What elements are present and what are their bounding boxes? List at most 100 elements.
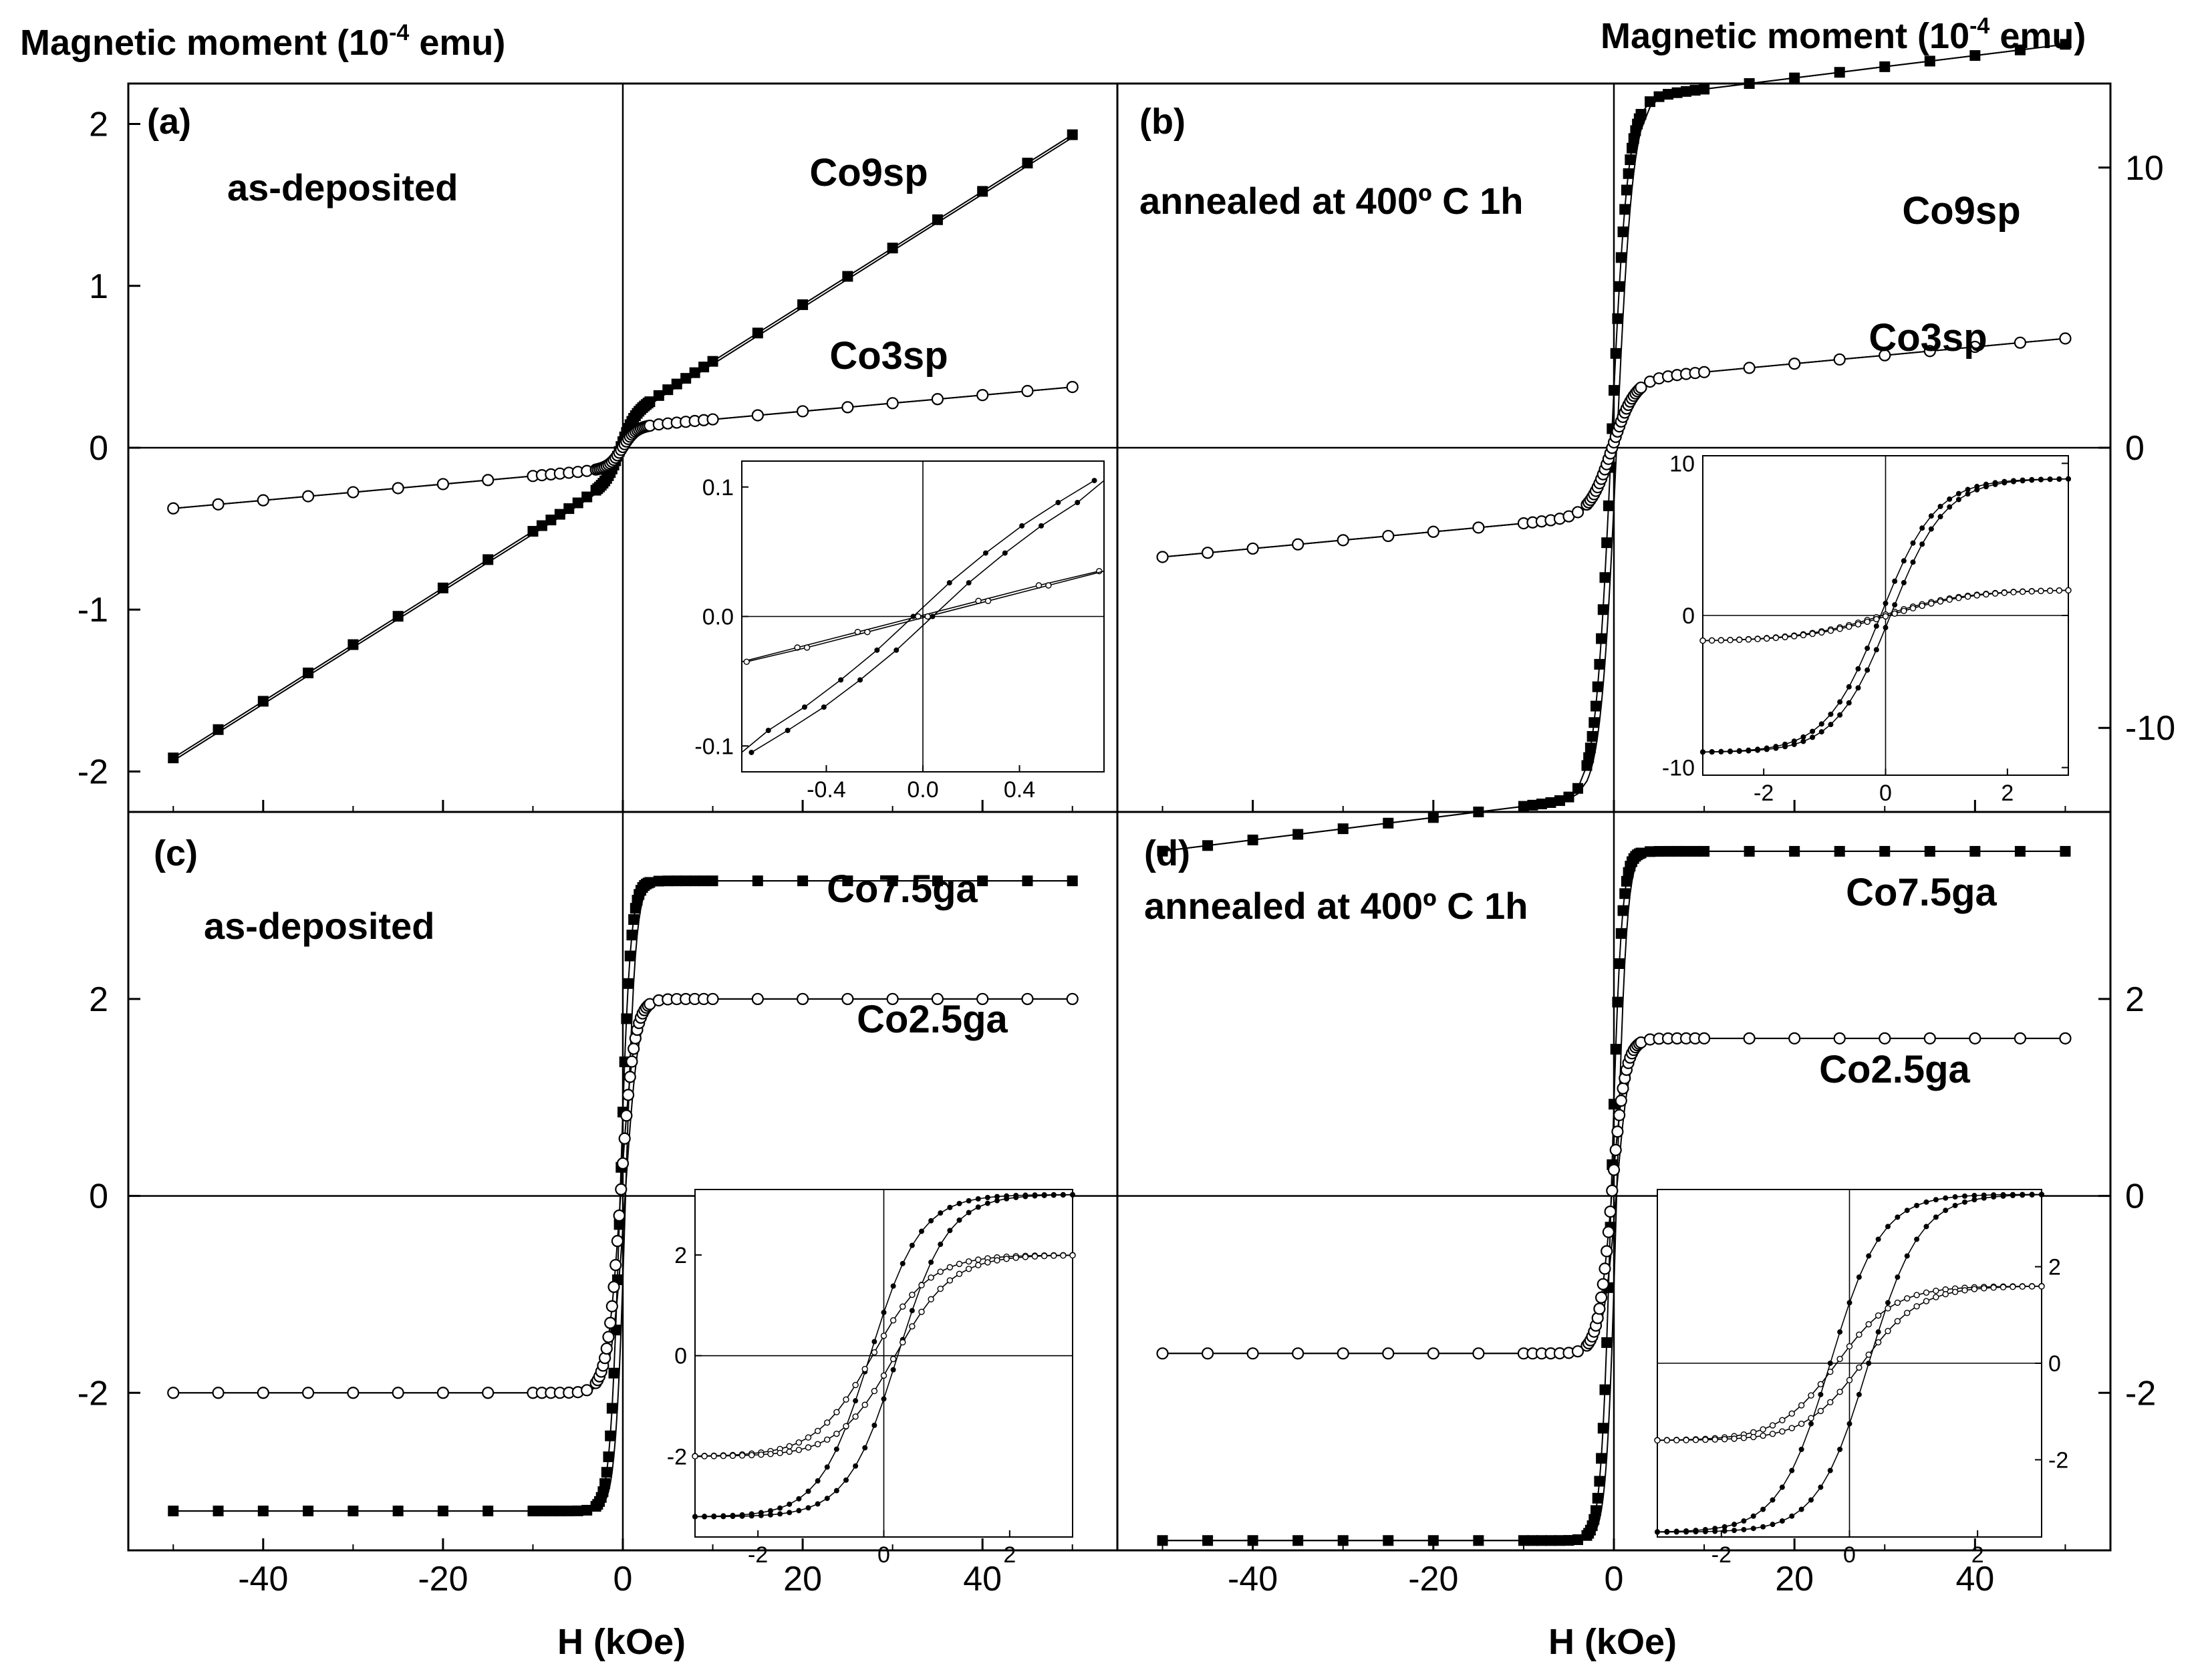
inset-point-Co9sp (1764, 746, 1770, 752)
data-point-Co7.5ga (1617, 905, 1629, 916)
inset-point-Co2.5ga (1981, 1285, 1987, 1292)
inset-point-Co2.5ga (918, 1308, 925, 1315)
inset-point-Co2.5ga (2000, 1284, 2007, 1290)
inset-point-Co2.5ga (900, 1303, 906, 1310)
data-point-Co7.5ga (597, 1486, 609, 1498)
inset-point-Co9sp (1746, 748, 1752, 754)
inset-point-Co3sp (1973, 592, 1980, 599)
inset-point-Co9sp (1919, 525, 1925, 531)
inset-point-Co2.5ga (786, 1443, 793, 1449)
inset-point-Co9sp (1709, 749, 1715, 755)
inset-point-Co3sp (864, 629, 871, 636)
inset-point-Co3sp (1772, 634, 1780, 642)
data-point-Co9sp (1518, 801, 1529, 812)
inset-point-Co7.5ga (994, 1198, 1000, 1204)
inset-point-Co9sp (1002, 550, 1008, 556)
data-point-Co7.5ga (1619, 888, 1631, 899)
inset-point-Co7.5ga (2029, 1192, 2035, 1198)
data-point-Co2.5ga (1595, 1291, 1608, 1304)
inset-point-Co7.5ga (919, 1228, 924, 1234)
inset-point-Co7.5ga (1875, 1236, 1881, 1242)
data-point-Co3sp (1156, 551, 1169, 563)
panel-label: (a) (147, 102, 191, 142)
inset-point-Co3sp (2038, 587, 2044, 595)
data-point-Co9sp (303, 667, 314, 678)
x-axis-title-left: H (kOe) (557, 1622, 686, 1662)
x-tick-label: 0 (1605, 1560, 1624, 1598)
y-tick-label: 2 (89, 980, 108, 1019)
inset-point-Co3sp (1846, 623, 1852, 630)
inset-point-Co3sp (2010, 589, 2017, 595)
inset-point-Co9sp (1919, 541, 1925, 547)
data-point-Co9sp (168, 752, 179, 764)
inset-point-Co9sp (1928, 513, 1934, 519)
inset-point-Co7.5ga (1712, 1528, 1718, 1534)
inset-point-Co7.5ga (1933, 1197, 1939, 1203)
inset-point-Co3sp (1955, 595, 1962, 601)
inset-point-Co7.5ga (1051, 1192, 1057, 1198)
inset-point-Co2.5ga (1702, 1436, 1709, 1443)
inset-point-Co7.5ga (1732, 1528, 1737, 1534)
inset-point-Co9sp (1773, 745, 1779, 751)
inset-point-Co7.5ga (796, 1508, 802, 1514)
inset-point-Co7.5ga (890, 1283, 896, 1289)
data-point-Co9sp (1699, 84, 1710, 95)
inset-point-Co9sp (1910, 540, 1916, 546)
y-tick-label: 2 (89, 106, 108, 144)
inset-point-Co7.5ga (1933, 1214, 1939, 1220)
data-point-Co9sp (644, 396, 656, 408)
inset-point-Co3sp (1937, 598, 1944, 605)
inset-point-Co9sp (1837, 699, 1843, 705)
y-tick-label: 10 (2125, 149, 2164, 188)
data-point-Co9sp (581, 491, 593, 503)
data-point-Co2.5ga (1382, 1347, 1395, 1360)
inset-point-Co2.5ga (1051, 1252, 1057, 1259)
data-point-Co9sp (536, 520, 547, 531)
data-point-Co7.5ga (1572, 1534, 1583, 1546)
data-point-Co2.5ga (1599, 1262, 1611, 1275)
inset-point-Co7.5ga (862, 1445, 868, 1451)
data-point-Co7.5ga (601, 1467, 612, 1478)
data-point-Co3sp (751, 409, 764, 422)
inset-point-Co2.5ga (1923, 1289, 1930, 1296)
data-point-Co9sp (698, 362, 710, 373)
data-point-Co7.5ga (1536, 1535, 1547, 1546)
inset-point-Co2.5ga (1041, 1252, 1048, 1260)
data-point-Co9sp (1527, 799, 1538, 811)
data-point-Co2.5ga (1833, 1032, 1846, 1044)
inset-point-Co7.5ga (1779, 1484, 1785, 1490)
data-point-Co2.5ga (1292, 1347, 1304, 1360)
inset-point-Co7.5ga (824, 1496, 830, 1502)
inset-point-Co7.5ga (777, 1511, 783, 1517)
condition-label: annealed at 400º C 1h (1139, 180, 1523, 222)
inset-point-Co2.5ga (1760, 1432, 1766, 1439)
inset-point-Co7.5ga (758, 1512, 764, 1518)
inset-point-Co2.5ga (701, 1453, 708, 1459)
data-point-Co7.5ga (1597, 1423, 1609, 1434)
inset-point-Co9sp (1965, 491, 1971, 497)
y-tick-label: -2 (78, 752, 108, 791)
x-tick-label: 40 (1955, 1560, 1994, 1598)
data-point-Co7.5ga (1022, 875, 1033, 887)
inset-point-Co2.5ga (795, 1439, 803, 1446)
data-point-Co7.5ga (1601, 1337, 1613, 1349)
inset-point-Co7.5ga (777, 1505, 783, 1511)
inset-point-Co2.5ga (1069, 1252, 1076, 1259)
data-point-Co9sp (392, 611, 404, 622)
data-point-Co7.5ga (605, 1430, 616, 1441)
data-point-Co9sp (1623, 168, 1634, 179)
inset-point-Co7.5ga (815, 1478, 821, 1484)
inset-point-Co2.5ga (1779, 1428, 1786, 1435)
data-point-Co9sp (1635, 109, 1647, 120)
inset-point-Co9sp (1983, 484, 1989, 490)
inset-point-Co3sp (1782, 634, 1788, 641)
inset-point-Co2.5ga (1654, 1437, 1661, 1444)
inset-point-Co2.5ga (729, 1452, 736, 1459)
data-point-Co3sp (1923, 345, 1936, 358)
data-point-Co2.5ga (1604, 1205, 1617, 1218)
inset-point-Co7.5ga (720, 1514, 726, 1520)
data-point-Co2.5ga (607, 1280, 620, 1293)
inset-point-Co9sp (1828, 711, 1834, 717)
inset-x-tick-label: 2 (1971, 1542, 1984, 1568)
data-point-Co7.5ga (1789, 845, 1800, 857)
